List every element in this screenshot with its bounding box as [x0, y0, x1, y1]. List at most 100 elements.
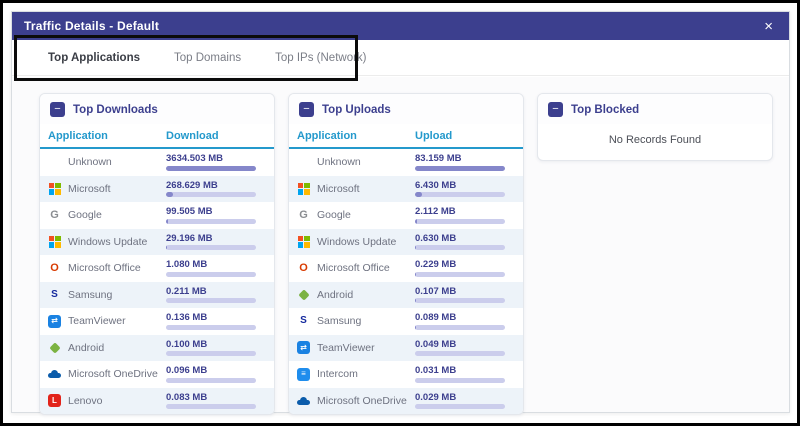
- panel-title: Top Blocked: [571, 103, 640, 116]
- teamviewer-icon: ⇄: [48, 314, 61, 328]
- usage-bar: [415, 165, 505, 171]
- application-name: Microsoft OneDrive: [317, 394, 407, 407]
- usage-bar: [166, 165, 256, 171]
- traffic-value: 0.211 MB: [166, 285, 207, 297]
- traffic-value: 0.229 MB: [415, 259, 457, 270]
- application-name: Unknown: [317, 156, 361, 169]
- tab-top-domains[interactable]: Top Domains: [174, 51, 242, 64]
- traffic-value: 0.089 MB: [415, 312, 457, 323]
- google-icon: G: [299, 208, 308, 221]
- traffic-value: 0.083 MB: [166, 391, 208, 403]
- none-icon: [297, 156, 310, 169]
- application-name: Microsoft OneDrive: [68, 368, 158, 381]
- traffic-value: 29.196 MB: [166, 232, 213, 244]
- panel-title: Top Uploads: [322, 103, 391, 116]
- traffic-value: 6.430 MB: [415, 179, 457, 191]
- traffic-value: 0.029 MB: [415, 391, 457, 403]
- table-row: L Lenovo 0.083 MB: [40, 387, 274, 414]
- tab-top-applications[interactable]: Top Applications: [48, 51, 140, 64]
- application-name: Android: [317, 288, 354, 301]
- top-uploads-rows: Unknown 83.159 MB Microsoft 6.430 MB G Google…: [289, 149, 523, 414]
- dialog-header: Traffic Details - Default ×: [12, 12, 789, 40]
- onedrive-icon: [48, 368, 61, 381]
- usage-bar: [166, 271, 256, 277]
- office-icon: O: [50, 261, 59, 274]
- usage-bar: [415, 377, 505, 383]
- column-headers: Application Upload: [289, 124, 523, 149]
- collapse-icon[interactable]: −: [548, 102, 563, 117]
- usage-bar: [415, 298, 505, 303]
- application-name: TeamViewer: [317, 341, 375, 354]
- usage-bar: [166, 377, 256, 383]
- traffic-value: 268.629 MB: [166, 179, 218, 191]
- top-blocked-panel: − Top Blocked No Records Found: [537, 93, 773, 161]
- application-name: Lenovo: [68, 394, 103, 407]
- table-row: Microsoft OneDrive 0.096 MB: [40, 361, 274, 388]
- traffic-value: 3634.503 MB: [166, 153, 224, 164]
- usage-bar: [166, 192, 256, 197]
- top-downloads-panel: − Top Downloads Application Download Unk…: [39, 93, 275, 415]
- table-row: Unknown 83.159 MB: [289, 149, 523, 176]
- application-name: TeamViewer: [68, 315, 126, 328]
- table-row: Microsoft 6.430 MB: [289, 175, 523, 202]
- table-row: O Microsoft Office 1.080 MB: [40, 255, 274, 282]
- samsung-icon: S: [51, 288, 58, 300]
- download-column-header: Download: [166, 130, 219, 142]
- application-name: Google: [317, 209, 351, 222]
- application-name: Unknown: [68, 156, 112, 169]
- teamviewer-icon: ⇄: [297, 341, 310, 355]
- table-row: Microsoft 268.629 MB: [40, 175, 274, 202]
- table-row: O Microsoft Office 0.229 MB: [289, 255, 523, 282]
- tab-top-ips-network[interactable]: Top IPs (Network): [275, 51, 367, 64]
- samsung-icon: S: [300, 315, 307, 327]
- usage-bar: [166, 298, 256, 303]
- application-name: Microsoft: [68, 182, 111, 195]
- top-downloads-rows: Unknown 3634.503 MB Microsoft 268.629 MB G Go…: [40, 149, 274, 414]
- usage-bar: [166, 245, 256, 250]
- application-column-header: Application: [48, 130, 108, 142]
- lenovo-icon: L: [48, 394, 61, 408]
- column-headers: Application Download: [40, 124, 274, 149]
- application-name: Windows Update: [68, 235, 148, 248]
- top-uploads-panel: − Top Uploads Application Upload Unknown…: [288, 93, 524, 415]
- usage-bar: [415, 404, 505, 409]
- table-row: G Google 2.112 MB: [289, 202, 523, 229]
- android-icon: [48, 341, 61, 354]
- table-row: ⇄ TeamViewer 0.049 MB: [289, 334, 523, 361]
- traffic-value: 0.136 MB: [166, 312, 208, 323]
- intercom-icon: ≡: [297, 367, 310, 381]
- application-name: Microsoft Office: [68, 262, 141, 275]
- windows-icon: [48, 235, 61, 248]
- collapse-icon[interactable]: −: [50, 102, 65, 117]
- application-column-header: Application: [297, 130, 357, 142]
- application-name: Google: [68, 209, 102, 222]
- close-icon[interactable]: ×: [764, 17, 773, 35]
- application-name: Android: [68, 341, 105, 354]
- usage-bar: [415, 192, 505, 197]
- table-row: G Google 99.505 MB: [40, 202, 274, 229]
- collapse-icon[interactable]: −: [299, 102, 314, 117]
- top-blocked-header: − Top Blocked: [538, 94, 772, 124]
- upload-column-header: Upload: [415, 130, 453, 142]
- traffic-value: 1.080 MB: [166, 259, 208, 270]
- dialog-title: Traffic Details - Default: [24, 19, 160, 33]
- usage-bar: [415, 351, 505, 356]
- microsoft-icon: [48, 182, 61, 195]
- office-icon: O: [299, 261, 308, 274]
- traffic-value: 0.096 MB: [166, 365, 208, 376]
- table-row: S Samsung 0.089 MB: [289, 308, 523, 335]
- application-name: Intercom: [317, 368, 358, 381]
- usage-bar: [166, 324, 256, 330]
- top-uploads-header: − Top Uploads: [289, 94, 523, 124]
- dialog-content: − Top Downloads Application Download Unk…: [12, 77, 789, 415]
- application-name: Microsoft Office: [317, 262, 390, 275]
- traffic-value: 99.505 MB: [166, 206, 213, 217]
- usage-bar: [415, 218, 505, 224]
- traffic-value: 0.630 MB: [415, 232, 457, 244]
- table-row: Android 0.107 MB: [289, 281, 523, 308]
- table-row: S Samsung 0.211 MB: [40, 281, 274, 308]
- no-records-text: No Records Found: [608, 134, 702, 146]
- application-name: Samsung: [317, 315, 362, 328]
- table-row: Android 0.100 MB: [40, 334, 274, 361]
